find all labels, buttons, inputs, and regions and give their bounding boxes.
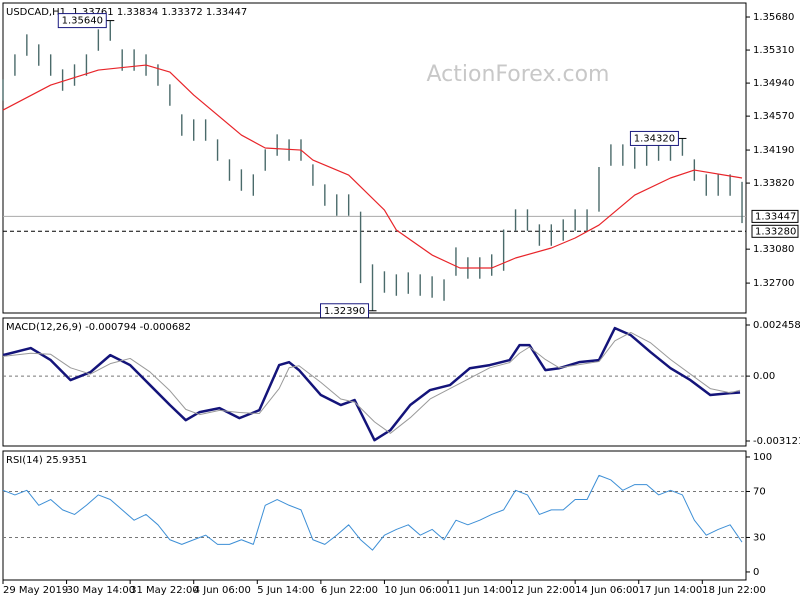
x-tick-label: 30 May 14:00 [67, 585, 136, 596]
price-label-box [751, 209, 799, 223]
x-tick-label: 12 Jun 22:00 [512, 585, 576, 596]
y-tick-label: 1.34940 [753, 78, 794, 89]
panel-title: USDCAD,H1 1.33761 1.33834 1.33372 1.3344… [6, 7, 247, 18]
y-tick-label: 0 [753, 567, 759, 578]
y-tick-label: 70 [753, 486, 766, 497]
price-label-box [751, 224, 799, 238]
x-tick-label: 31 May 22:00 [130, 585, 199, 596]
macd-line [2, 331, 741, 434]
moving-average [2, 64, 743, 269]
y-tick-label: 1.32700 [753, 278, 794, 289]
price-label: 1.33447 [755, 211, 796, 222]
annotation-label: 1.34320 [634, 133, 675, 144]
x-tick-label: 11 Jun 14:00 [448, 585, 512, 596]
x-tick-label: 18 Jun 22:00 [702, 585, 766, 596]
y-tick-label: 100 [753, 452, 772, 463]
x-tick-label: 4 Jun 06:00 [194, 585, 251, 596]
price-label: 1.33280 [755, 226, 796, 237]
x-tick-label: 6 Jun 22:00 [321, 585, 378, 596]
watermark: ActionForex.com [427, 62, 610, 87]
y-tick-label: 0.00 [753, 371, 775, 382]
rsi-line [2, 474, 743, 551]
x-tick-label: 17 Jun 14:00 [639, 585, 703, 596]
y-tick-label: 1.34190 [753, 145, 794, 156]
x-tick-label: 10 Jun 06:00 [384, 585, 448, 596]
y-tick-label: 1.33820 [753, 178, 794, 189]
panel-title: MACD(12,26,9) -0.000794 -0.000682 [6, 322, 191, 333]
x-tick-label: 29 May 2019 [3, 585, 68, 596]
x-tick-label: 14 Jun 06:00 [575, 585, 639, 596]
y-tick-label: 0.002458 [753, 320, 800, 331]
annotation-label: 1.35640 [62, 16, 103, 27]
annotation-label: 1.32390 [324, 306, 365, 317]
y-tick-label: 1.33080 [753, 244, 794, 255]
macd-line [2, 326, 741, 442]
panel-frame [2, 317, 747, 447]
y-tick-label: 1.35680 [753, 12, 794, 23]
y-tick-label: 30 [753, 532, 766, 543]
y-tick-label: -0.003121 [753, 436, 800, 447]
annotation-box [57, 13, 107, 29]
annotation-box [629, 130, 679, 146]
y-tick-label: 1.35310 [753, 45, 794, 56]
panel-title: RSI(14) 25.9351 [6, 455, 87, 466]
x-tick-label: 5 Jun 14:00 [257, 585, 314, 596]
y-tick-label: 1.34570 [753, 111, 794, 122]
panel-frame [2, 450, 747, 581]
